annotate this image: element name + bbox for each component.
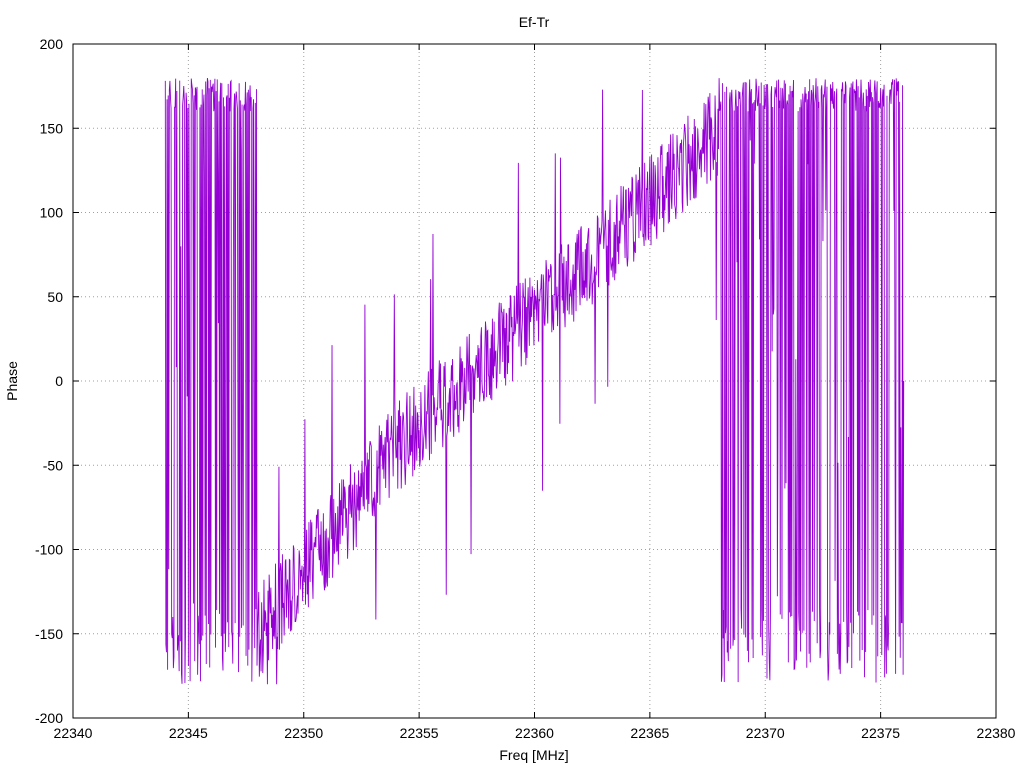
- x-tick-label: 22370: [746, 725, 785, 741]
- axis-ticks: 22340 22345 22350 22355 22360 22365 22370 22375…: [35, 36, 1016, 741]
- x-tick-label: 22360: [515, 725, 554, 741]
- chart-title: Ef-Tr: [519, 14, 550, 30]
- x-tick-label: 22345: [169, 725, 208, 741]
- y-tick-label: -50: [43, 457, 63, 473]
- x-tick-label: 22365: [630, 725, 669, 741]
- y-tick-label: 150: [40, 120, 64, 136]
- y-axis-label: Phase: [4, 361, 20, 401]
- y-tick-label: 200: [40, 36, 64, 52]
- y-tick-label: 50: [47, 289, 63, 305]
- x-tick-label: 22350: [284, 725, 323, 741]
- x-axis-label: Freq [MHz]: [499, 747, 568, 763]
- x-tick-label: 22340: [54, 725, 93, 741]
- x-tick-label: 22380: [977, 725, 1016, 741]
- y-tick-label: 100: [40, 205, 64, 221]
- y-tick-label: -200: [35, 710, 63, 726]
- y-tick-label: -150: [35, 626, 63, 642]
- x-tick-label: 22355: [400, 725, 439, 741]
- series-group: [164, 77, 905, 685]
- grid: [73, 44, 996, 718]
- y-tick-label: 0: [55, 373, 63, 389]
- x-tick-label: 22375: [861, 725, 900, 741]
- phase-series-line: [164, 77, 905, 685]
- y-tick-label: -100: [35, 542, 63, 558]
